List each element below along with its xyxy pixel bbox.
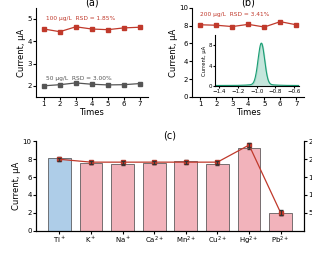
Title: (b): (b) (241, 0, 255, 7)
Y-axis label: Current, μA: Current, μA (169, 28, 178, 77)
Bar (174, 161, 197, 231)
Bar (269, 213, 292, 231)
Bar (48, 158, 71, 231)
Title: (c): (c) (163, 131, 177, 141)
Y-axis label: Current, μA: Current, μA (17, 28, 26, 77)
Text: 50 μg/L  RSD = 3.00%: 50 μg/L RSD = 3.00% (46, 76, 112, 81)
Title: (a): (a) (85, 0, 99, 7)
Bar (111, 164, 134, 231)
Y-axis label: Current, μA: Current, μA (12, 162, 21, 210)
Bar (206, 164, 229, 231)
Bar (80, 163, 102, 231)
Text: 200 μg/L  RSD = 3.41%: 200 μg/L RSD = 3.41% (200, 13, 270, 18)
Bar (238, 148, 261, 231)
Text: 100 μg/L  RSD = 1.85%: 100 μg/L RSD = 1.85% (46, 16, 115, 21)
X-axis label: Times: Times (79, 108, 104, 117)
X-axis label: Times: Times (236, 108, 261, 117)
Bar (143, 163, 166, 231)
